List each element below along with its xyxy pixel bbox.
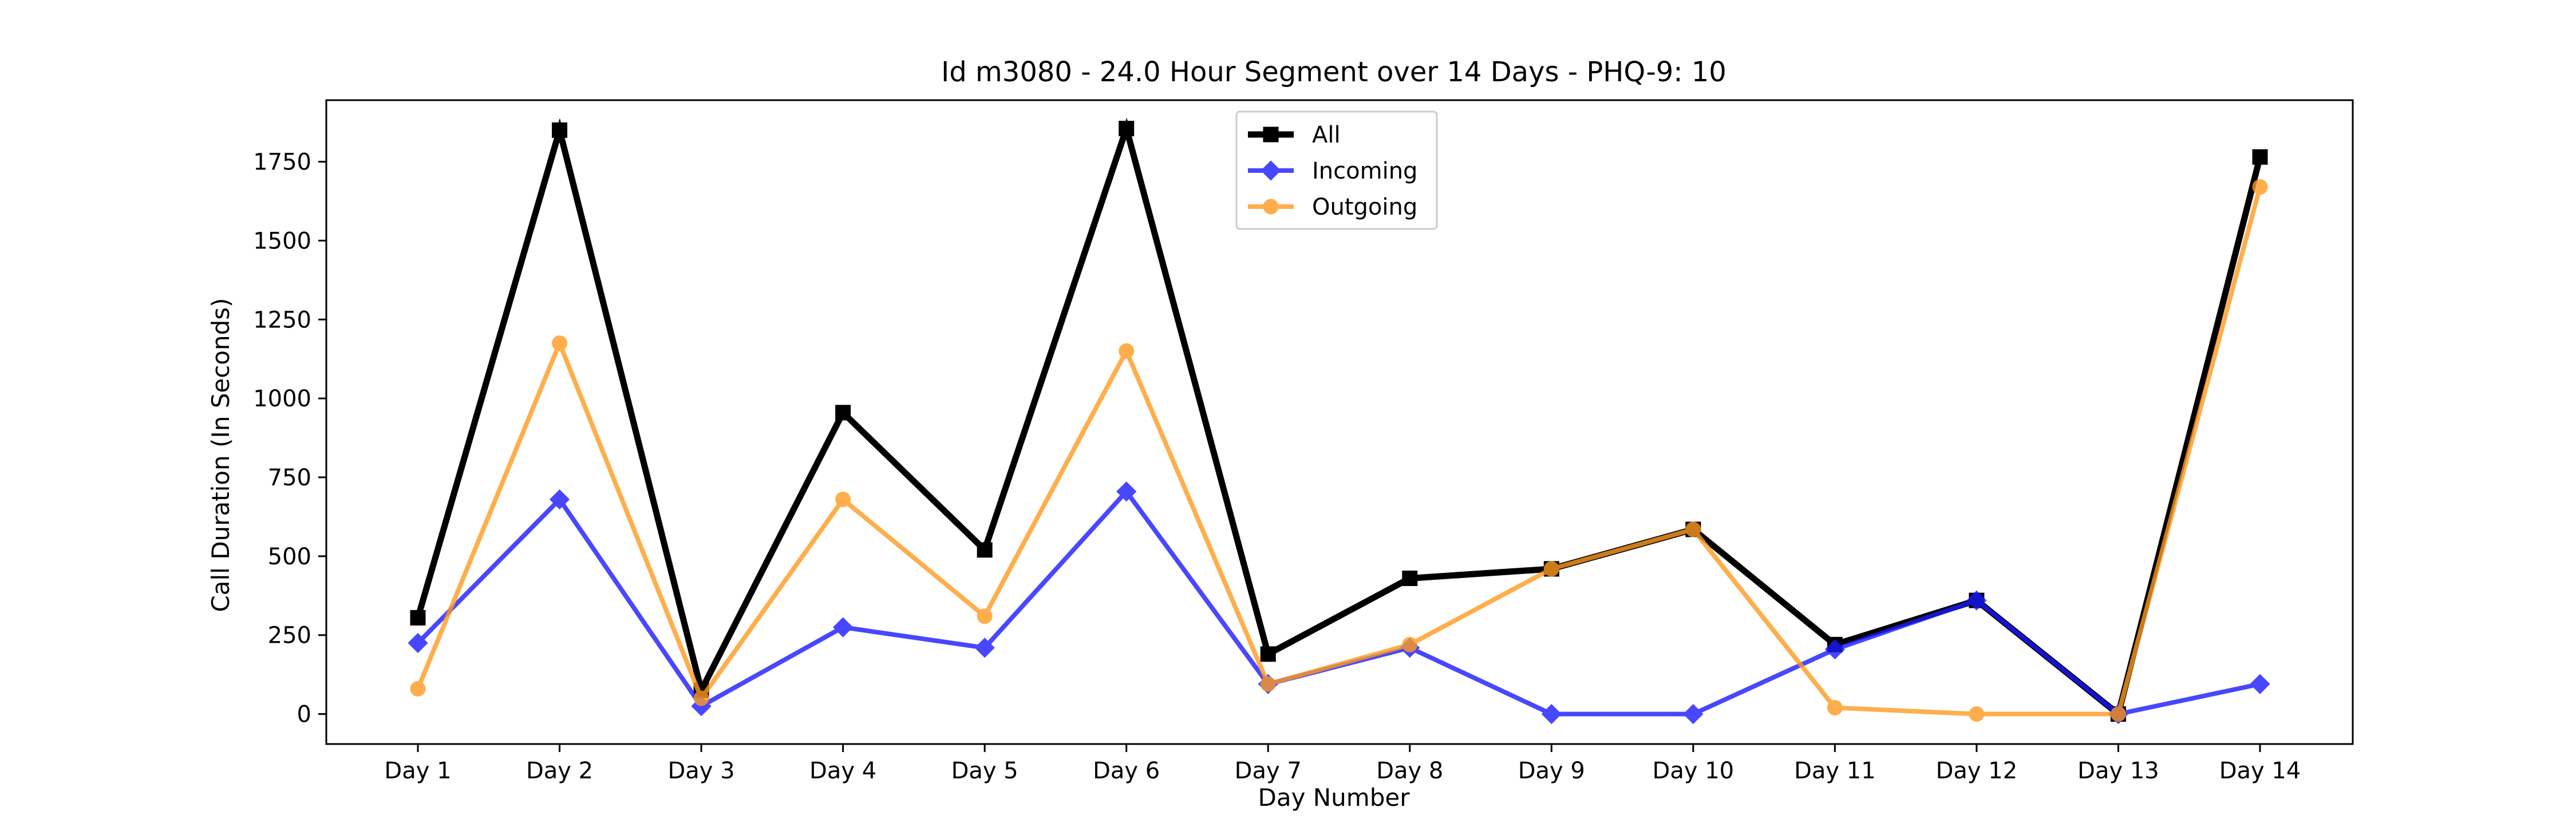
- legend-marker-incoming: [1261, 160, 1281, 181]
- data-point-outgoing: [835, 492, 851, 508]
- data-point-incoming: [2250, 674, 2270, 694]
- x-tick-label: Day 5: [951, 758, 1018, 784]
- y-tick-label: 750: [268, 465, 311, 491]
- data-point-incoming: [408, 632, 428, 654]
- y-tick-label: 0: [297, 702, 311, 728]
- data-point-incoming: [1116, 481, 1137, 502]
- legend-marker-all: [1263, 126, 1279, 143]
- y-tick-label: 1250: [253, 307, 311, 333]
- x-tick-label: Day 11: [1794, 758, 1876, 784]
- x-tick-label: Day 9: [1518, 758, 1585, 784]
- legend-marker-outgoing: [1263, 199, 1279, 215]
- data-point-incoming: [549, 489, 570, 510]
- x-tick-label: Day 14: [2219, 758, 2301, 784]
- x-tick-label: Day 12: [1936, 758, 2018, 784]
- data-point-all: [977, 542, 993, 558]
- y-tick-label: 1000: [253, 386, 311, 412]
- data-point-incoming: [1824, 639, 1845, 660]
- x-tick-label: Day 13: [2077, 758, 2159, 784]
- data-point-incoming: [1966, 590, 1987, 611]
- data-point-incoming: [974, 638, 995, 658]
- plot-area: Day 1 Day 2 Day 3 Day 4 Day 5 Day 6 Day 7 Day 8…: [253, 99, 2354, 784]
- data-point-all: [835, 405, 851, 421]
- data-point-outgoing: [1260, 676, 1276, 692]
- x-axis-label: Day Number: [1258, 784, 1410, 812]
- data-point-all: [552, 122, 568, 138]
- legend-entry-incoming: [1248, 160, 1294, 181]
- x-tick-label: Day 3: [667, 758, 734, 784]
- data-point-outgoing: [2110, 706, 2126, 722]
- data-point-outgoing: [977, 608, 993, 624]
- x-tick-label: Day 6: [1093, 758, 1160, 784]
- y-tick-label: 1750: [253, 149, 311, 176]
- data-point-outgoing: [1685, 521, 1701, 537]
- series-outgoing: [410, 179, 2268, 722]
- legend-label-incoming: Incoming: [1312, 158, 1417, 184]
- x-tick-label: Day 2: [526, 758, 593, 784]
- data-point-outgoing: [1969, 706, 1985, 722]
- data-point-outgoing: [2252, 179, 2268, 195]
- x-tick-label: Day 7: [1235, 758, 1302, 784]
- plot-frame: [325, 99, 2354, 745]
- y-tick-label: 1500: [253, 228, 311, 254]
- x-tick-label: Day 1: [384, 758, 451, 784]
- legend: All Incoming Outgoing: [1235, 110, 1438, 230]
- data-point-all: [1402, 570, 1418, 586]
- x-tick-label: Day 4: [809, 758, 876, 784]
- data-point-outgoing: [693, 690, 709, 706]
- y-tick-label: 250: [268, 623, 311, 649]
- y-tick-label: 500: [268, 544, 311, 570]
- data-point-outgoing: [410, 680, 426, 697]
- legend-entry-outgoing: [1248, 199, 1294, 215]
- data-point-incoming: [1541, 704, 1562, 725]
- data-point-incoming: [1683, 704, 1704, 725]
- chart-title: Id m3080 - 24.0 Hour Segment over 14 Day…: [941, 56, 1726, 88]
- data-point-outgoing: [1827, 700, 1843, 716]
- x-tick-label: Day 8: [1376, 758, 1443, 784]
- legend-label-all: All: [1312, 122, 1341, 148]
- legend-entry-all: [1248, 126, 1294, 143]
- data-point-incoming: [833, 617, 854, 638]
- legend-label-outgoing: Outgoing: [1312, 194, 1417, 220]
- data-point-all: [1260, 646, 1276, 662]
- y-axis-label: Call Duration (In Seconds): [207, 298, 235, 612]
- data-point-all: [410, 610, 426, 626]
- legend-box: [1235, 110, 1438, 230]
- data-point-outgoing: [1119, 343, 1135, 359]
- x-tick-label: Day 10: [1653, 758, 1735, 784]
- data-point-all: [2252, 149, 2268, 165]
- data-point-all: [1119, 121, 1135, 137]
- series-line-outgoing: [416, 186, 2262, 717]
- data-point-outgoing: [1402, 636, 1418, 652]
- data-point-outgoing: [552, 335, 568, 351]
- data-point-outgoing: [1543, 561, 1559, 577]
